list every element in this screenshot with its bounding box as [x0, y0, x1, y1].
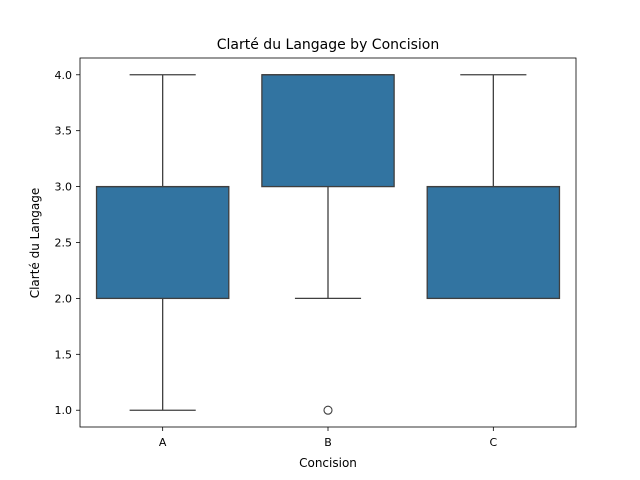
y-tick-label: 1.0	[55, 404, 73, 417]
x-axis: A B C	[159, 427, 497, 449]
x-axis-label: Concision	[299, 456, 357, 470]
y-axis: 1.0 1.5 2.0 2.5 3.0 3.5 4.0	[55, 69, 80, 417]
y-tick-label: 3.0	[55, 181, 73, 194]
chart-title: Clarté du Langage by Concision	[217, 37, 439, 53]
outlier-point	[323, 405, 333, 415]
y-tick-label: 1.5	[55, 348, 73, 361]
y-tick-label: 3.5	[55, 125, 73, 138]
y-axis-label: Clarté du Langage	[28, 188, 42, 299]
plot-area	[95, 74, 561, 415]
iqr-box	[426, 185, 561, 300]
y-tick-label: 4.0	[55, 69, 73, 82]
x-tick-label: B	[324, 436, 332, 449]
iqr-box	[261, 74, 395, 188]
box-group	[261, 74, 395, 415]
y-tick-label: 2.0	[55, 292, 73, 305]
box-group	[95, 74, 230, 411]
x-tick-label: A	[159, 436, 167, 449]
box-group	[426, 74, 561, 300]
iqr-box	[95, 185, 230, 300]
y-tick-label: 2.5	[55, 237, 73, 250]
x-tick-label: C	[489, 436, 497, 449]
